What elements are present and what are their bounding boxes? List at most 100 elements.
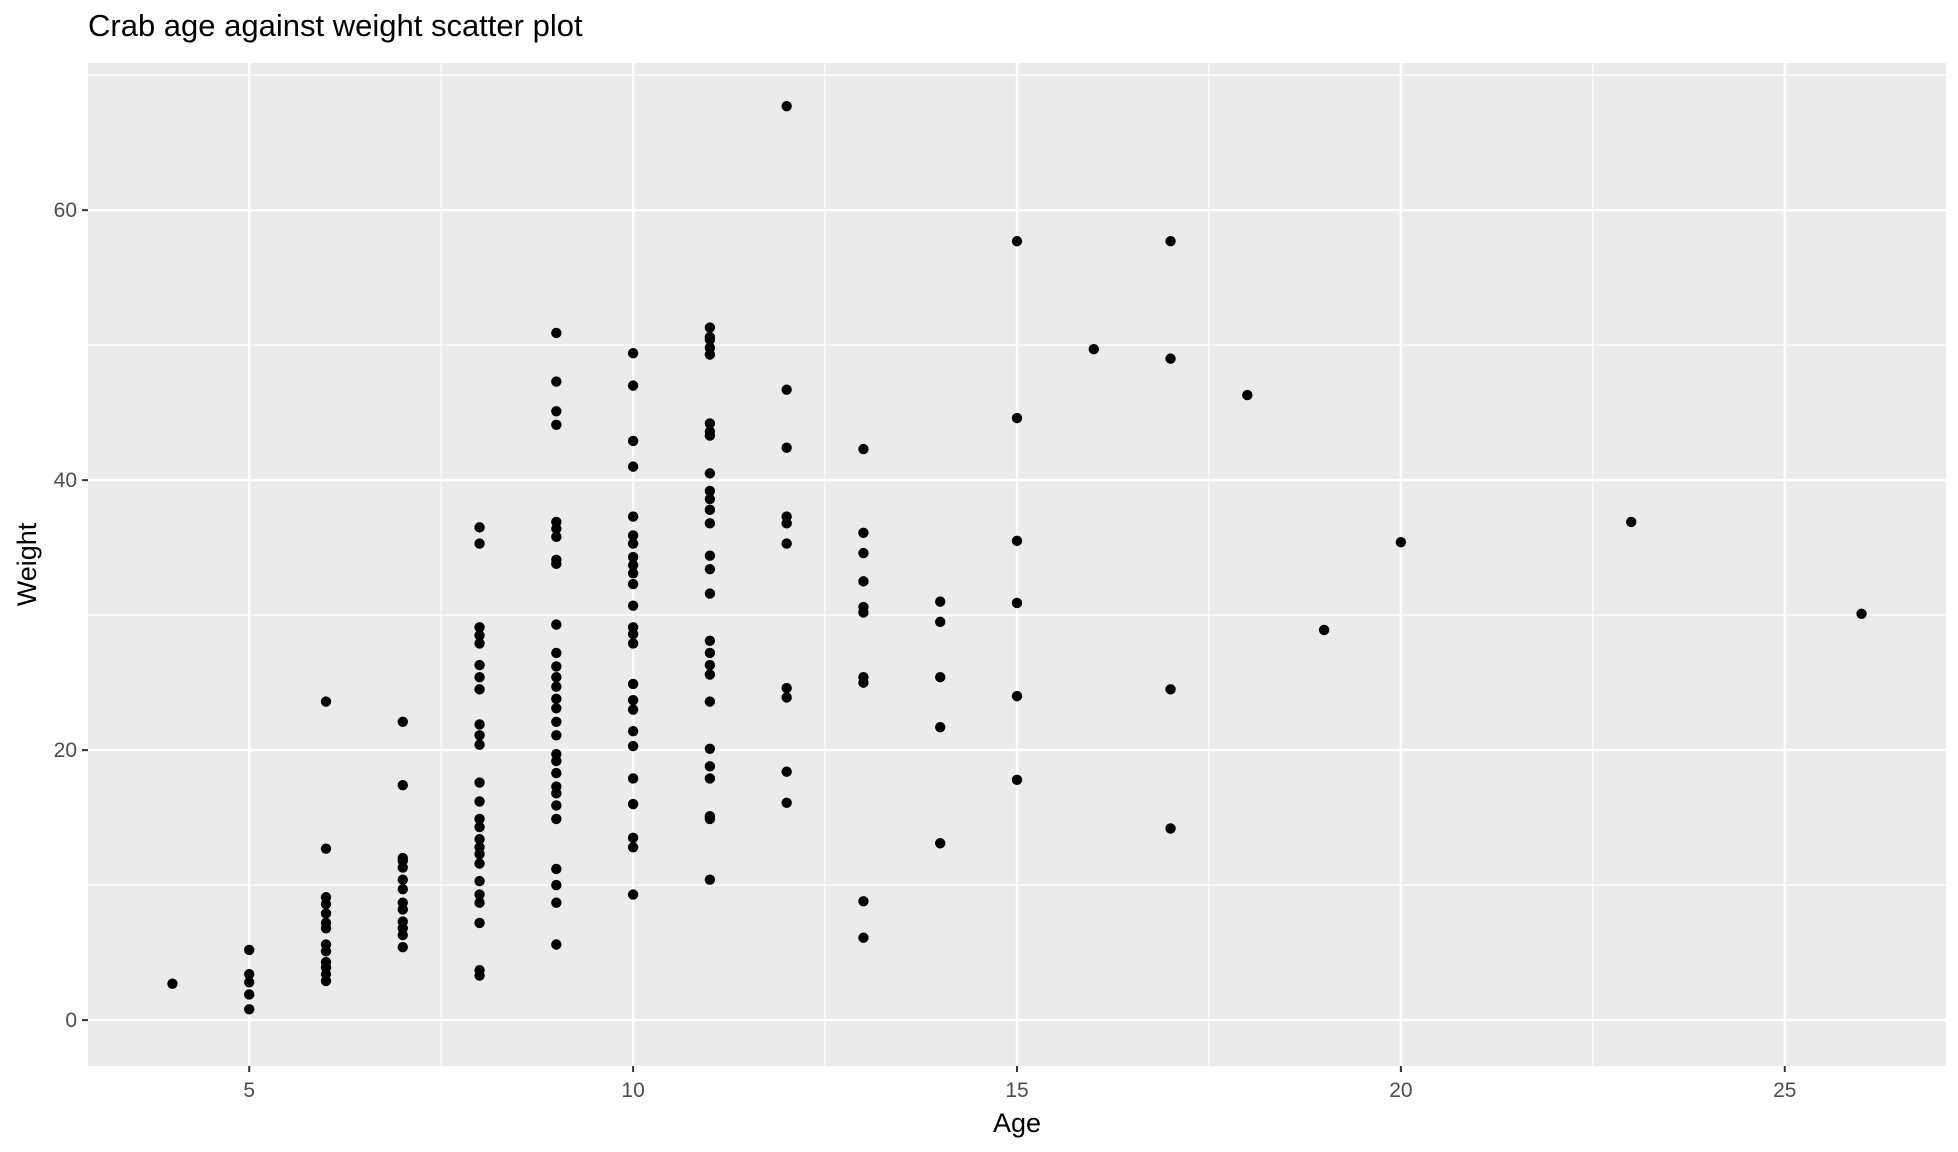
data-point: [935, 616, 946, 628]
data-point: [781, 797, 792, 808]
data-point: [704, 647, 716, 659]
data-point: [1395, 537, 1407, 548]
data-point: [704, 564, 716, 575]
data-point: [704, 811, 716, 822]
data-point: [627, 568, 639, 579]
data-point: [551, 516, 562, 528]
data-point: [320, 917, 332, 929]
data-point: [704, 468, 716, 479]
data-point: [781, 511, 792, 522]
data-point: [704, 635, 716, 646]
data-point: [397, 942, 408, 953]
data-point: [474, 522, 485, 533]
data-point: [1626, 516, 1637, 528]
data-point: [1088, 343, 1099, 355]
data-point: [244, 1004, 255, 1015]
data-point: [551, 554, 562, 565]
data-point: [167, 978, 178, 989]
data-point: [935, 838, 946, 849]
data-point: [1011, 774, 1023, 786]
x-tick-label: 10: [621, 1079, 644, 1102]
data-point: [551, 716, 562, 727]
chart-title: Crab age against weight scatter plot: [88, 8, 583, 43]
data-point: [551, 406, 562, 417]
data-point: [704, 518, 716, 529]
data-point: [551, 531, 562, 543]
major-gridlines: [88, 63, 1946, 1066]
data-point: [704, 342, 716, 354]
data-point: [1165, 353, 1176, 364]
data-point: [627, 773, 639, 784]
data-point: [397, 852, 408, 864]
data-point: [474, 538, 485, 549]
data-point: [474, 739, 485, 750]
data-point: [551, 647, 562, 659]
data-point: [627, 694, 639, 706]
y-axis-label: Weight: [12, 522, 42, 606]
data-point: [551, 693, 562, 705]
data-point: [627, 551, 639, 563]
data-point: [627, 578, 639, 590]
x-axis-label: Age: [993, 1108, 1041, 1138]
data-point: [1011, 235, 1023, 247]
data-point: [627, 348, 639, 359]
data-point: [474, 719, 485, 730]
data-point: [320, 696, 332, 707]
data-point: [551, 813, 562, 825]
data-point: [397, 883, 408, 895]
data-point: [704, 659, 716, 671]
data-point: [627, 559, 639, 571]
data-point: [474, 917, 485, 929]
data-point: [704, 322, 716, 333]
data-point: [935, 596, 946, 607]
data-point: [1011, 597, 1023, 609]
data-point: [474, 672, 485, 683]
data-point: [551, 327, 562, 339]
data-point: [858, 672, 869, 683]
data-point: [244, 969, 255, 980]
data-point: [704, 331, 716, 343]
data-point: [244, 989, 255, 1000]
data-points: [167, 100, 1867, 1015]
data-point: [627, 511, 639, 522]
data-point: [551, 703, 562, 714]
data-point: [397, 874, 408, 885]
data-point: [474, 821, 485, 833]
data-point: [397, 897, 408, 908]
data-point: [627, 726, 639, 737]
data-point: [551, 781, 562, 792]
data-point: [627, 435, 639, 447]
data-point: [551, 419, 562, 430]
data-point: [551, 619, 562, 630]
data-point: [551, 748, 562, 760]
data-point: [781, 692, 792, 703]
data-point: [1856, 608, 1867, 619]
data-point: [320, 843, 332, 854]
data-point: [551, 863, 562, 875]
data-point: [474, 659, 485, 671]
y-tick-label: 0: [65, 1009, 77, 1032]
data-point: [551, 661, 562, 672]
data-point: [858, 601, 869, 613]
data-point: [858, 932, 869, 943]
data-point: [627, 740, 639, 752]
data-point: [320, 956, 332, 968]
data-point: [474, 630, 485, 641]
data-point: [858, 576, 869, 587]
data-point: [1242, 389, 1253, 401]
data-point: [704, 550, 716, 561]
data-point: [474, 796, 485, 807]
data-point: [704, 493, 716, 505]
data-point: [627, 798, 639, 810]
data-point: [474, 875, 485, 887]
data-point: [320, 939, 332, 950]
data-point: [551, 730, 562, 741]
x-tick-label: 25: [1773, 1079, 1796, 1102]
data-point: [704, 669, 716, 680]
data-point: [858, 527, 869, 538]
data-point: [474, 964, 485, 976]
data-point: [935, 721, 946, 733]
data-point: [1165, 235, 1176, 247]
data-point: [551, 672, 562, 683]
data-point: [627, 461, 639, 472]
